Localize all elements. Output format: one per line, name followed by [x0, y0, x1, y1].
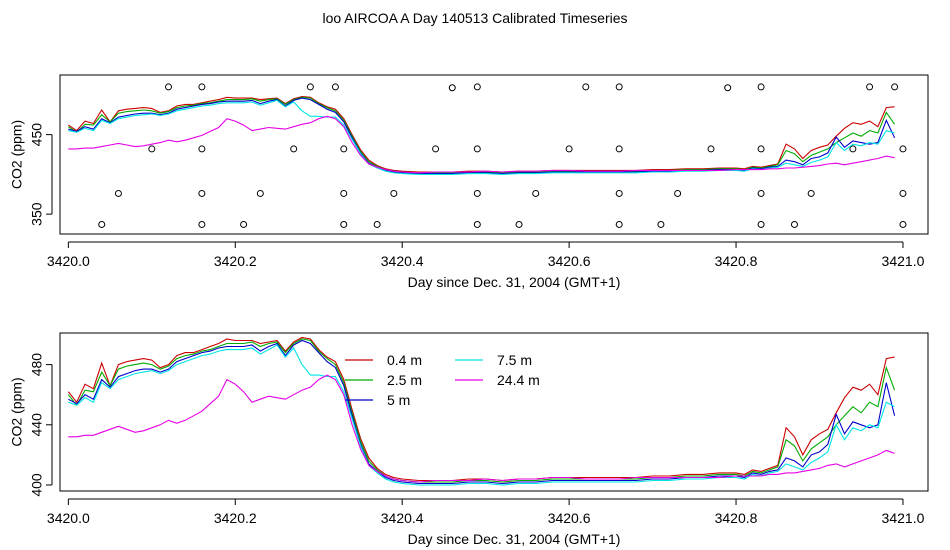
bottom-x-tick-label: 3420.6: [548, 510, 591, 526]
top-x-tick-label: 3420.8: [715, 253, 758, 269]
top-flag-point: [390, 189, 398, 197]
top-flag-point: [674, 189, 682, 197]
top-y-axis-label: CO2 (ppm): [9, 120, 25, 189]
top-flag-point: [373, 220, 381, 228]
top-flag-point: [98, 220, 106, 228]
bottom-y-tick-label: 400: [29, 473, 45, 497]
top-flag-point: [724, 84, 732, 92]
bottom-x-tick-label: 3420.4: [381, 510, 424, 526]
top-x-tick-label: 3420.4: [381, 253, 424, 269]
bottom-series-line-244m: [68, 374, 895, 483]
top-flag-point: [657, 220, 665, 228]
top-flag-point: [256, 189, 264, 197]
top-flag-point: [340, 220, 348, 228]
top-flag-point: [615, 189, 623, 197]
top-flag-point: [148, 145, 156, 153]
top-flag-point: [582, 83, 590, 91]
bottom-y-tick-label: 440: [29, 413, 45, 437]
legend-label-75m: 7.5 m: [497, 352, 532, 368]
top-flag-point: [899, 189, 907, 197]
top-flag-point: [757, 220, 765, 228]
bottom-series-line-75m: [68, 344, 895, 486]
bottom-y-axis-label: CO2 (ppm): [9, 377, 25, 446]
bottom-x-tick-label: 3420.2: [214, 510, 257, 526]
top-flag-point: [757, 145, 765, 153]
bottom-series-line-5m: [68, 339, 896, 485]
bottom-x-tick-label: 3421.0: [882, 510, 925, 526]
top-flag-point: [899, 220, 907, 228]
top-flag-point: [615, 83, 623, 91]
top-flag-point: [331, 83, 339, 91]
top-y-tick-label: 450: [29, 123, 45, 147]
top-flag-point: [473, 145, 481, 153]
top-flag-point: [165, 83, 172, 91]
top-flag-point: [473, 83, 481, 91]
top-flag-point: [473, 189, 481, 197]
top-series-line-75m: [68, 99, 895, 175]
top-flag-point: [290, 145, 298, 153]
top-flag-point: [340, 189, 348, 197]
top-flag-point: [807, 189, 815, 197]
top-plot-frame: [59, 74, 929, 235]
top-x-tick-label: 3420.2: [214, 253, 257, 269]
top-x-tick-label: 3420.0: [47, 253, 90, 269]
top-flag-point: [473, 220, 481, 228]
legend-label-25m: 2.5 m: [387, 372, 422, 388]
top-series-line-244m: [68, 115, 895, 174]
top-flag-point: [899, 145, 907, 153]
top-flag-point: [515, 220, 523, 228]
chart-title: loo AIRCOA A Day 140513 Calibrated Times…: [322, 10, 628, 26]
top-flag-point: [448, 84, 456, 92]
top-series-line-25m: [67, 96, 896, 174]
bottom-x-tick-label: 3420.8: [715, 510, 758, 526]
top-flag-point: [240, 220, 248, 228]
bottom-series-line-04m: [67, 336, 895, 482]
top-x-tick-label: 3421.0: [882, 253, 925, 269]
top-x-tick-label: 3420.6: [548, 253, 591, 269]
top-flag-point: [198, 189, 206, 197]
top-series-line-5m: [68, 97, 896, 175]
top-flag-point: [790, 220, 798, 228]
bottom-y-tick-label: 480: [29, 353, 45, 377]
top-flag-point: [707, 145, 715, 153]
top-flag-point: [615, 220, 623, 228]
top-y-tick-label: 350: [29, 202, 45, 226]
top-x-axis-label: Day since Dec. 31, 2004 (GMT+1): [408, 274, 621, 290]
top-series-line-04m: [67, 95, 895, 173]
bottom-x-tick-label: 3420.0: [47, 510, 90, 526]
legend-label-04m: 0.4 m: [387, 352, 422, 368]
bottom-plot-frame: [59, 332, 929, 492]
top-flag-point: [757, 189, 765, 197]
top-flag-point: [198, 145, 206, 153]
top-flag-point: [198, 83, 206, 91]
top-flag-point: [615, 145, 623, 153]
top-flag-point: [565, 145, 573, 153]
top-flag-point: [114, 189, 122, 197]
top-flag-point: [340, 145, 348, 153]
legend-label-244m: 24.4 m: [497, 372, 540, 388]
top-flag-point: [198, 220, 206, 228]
top-flag-point: [849, 145, 857, 153]
top-flag-point: [532, 189, 540, 197]
top-flag-point: [432, 145, 440, 153]
legend-label-5m: 5 m: [387, 392, 410, 408]
bottom-x-axis-label: Day since Dec. 31, 2004 (GMT+1): [408, 531, 621, 547]
top-flag-point: [866, 83, 874, 91]
top-flag-point: [757, 83, 765, 91]
top-flag-point: [891, 83, 899, 91]
top-flag-point: [306, 83, 314, 91]
